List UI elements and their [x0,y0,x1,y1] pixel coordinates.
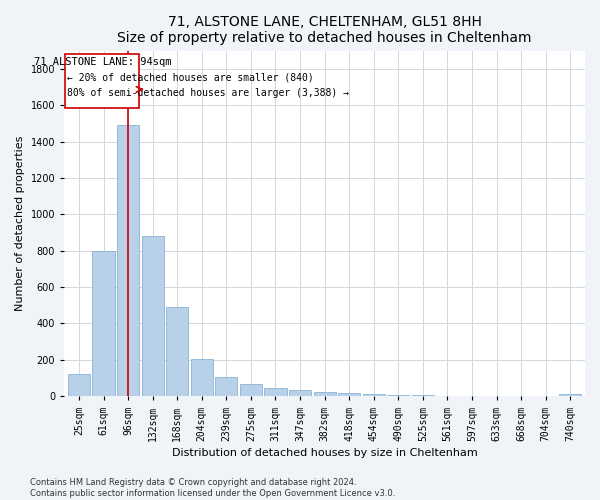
Bar [240,384,262,396]
Y-axis label: Number of detached properties: Number of detached properties [15,136,25,311]
Bar [314,392,335,396]
Bar [338,392,360,396]
Bar [68,374,90,396]
Text: 71 ALSTONE LANE: 94sqm: 71 ALSTONE LANE: 94sqm [34,57,171,67]
Text: 80% of semi-detached houses are larger (3,388) →: 80% of semi-detached houses are larger (… [67,88,349,98]
Bar [559,394,581,396]
Bar [387,395,409,396]
Bar [117,125,139,396]
Bar [289,390,311,396]
Bar [265,388,287,396]
Text: Contains HM Land Registry data © Crown copyright and database right 2024.
Contai: Contains HM Land Registry data © Crown c… [30,478,395,498]
FancyBboxPatch shape [65,54,139,108]
X-axis label: Distribution of detached houses by size in Cheltenham: Distribution of detached houses by size … [172,448,478,458]
Bar [92,250,115,396]
Bar [142,236,164,396]
Text: ← 20% of detached houses are smaller (840): ← 20% of detached houses are smaller (84… [67,72,314,82]
Bar [362,394,385,396]
Bar [166,307,188,396]
Bar [191,359,213,397]
Title: 71, ALSTONE LANE, CHELTENHAM, GL51 8HH
Size of property relative to detached hou: 71, ALSTONE LANE, CHELTENHAM, GL51 8HH S… [118,15,532,45]
Bar [215,377,238,396]
